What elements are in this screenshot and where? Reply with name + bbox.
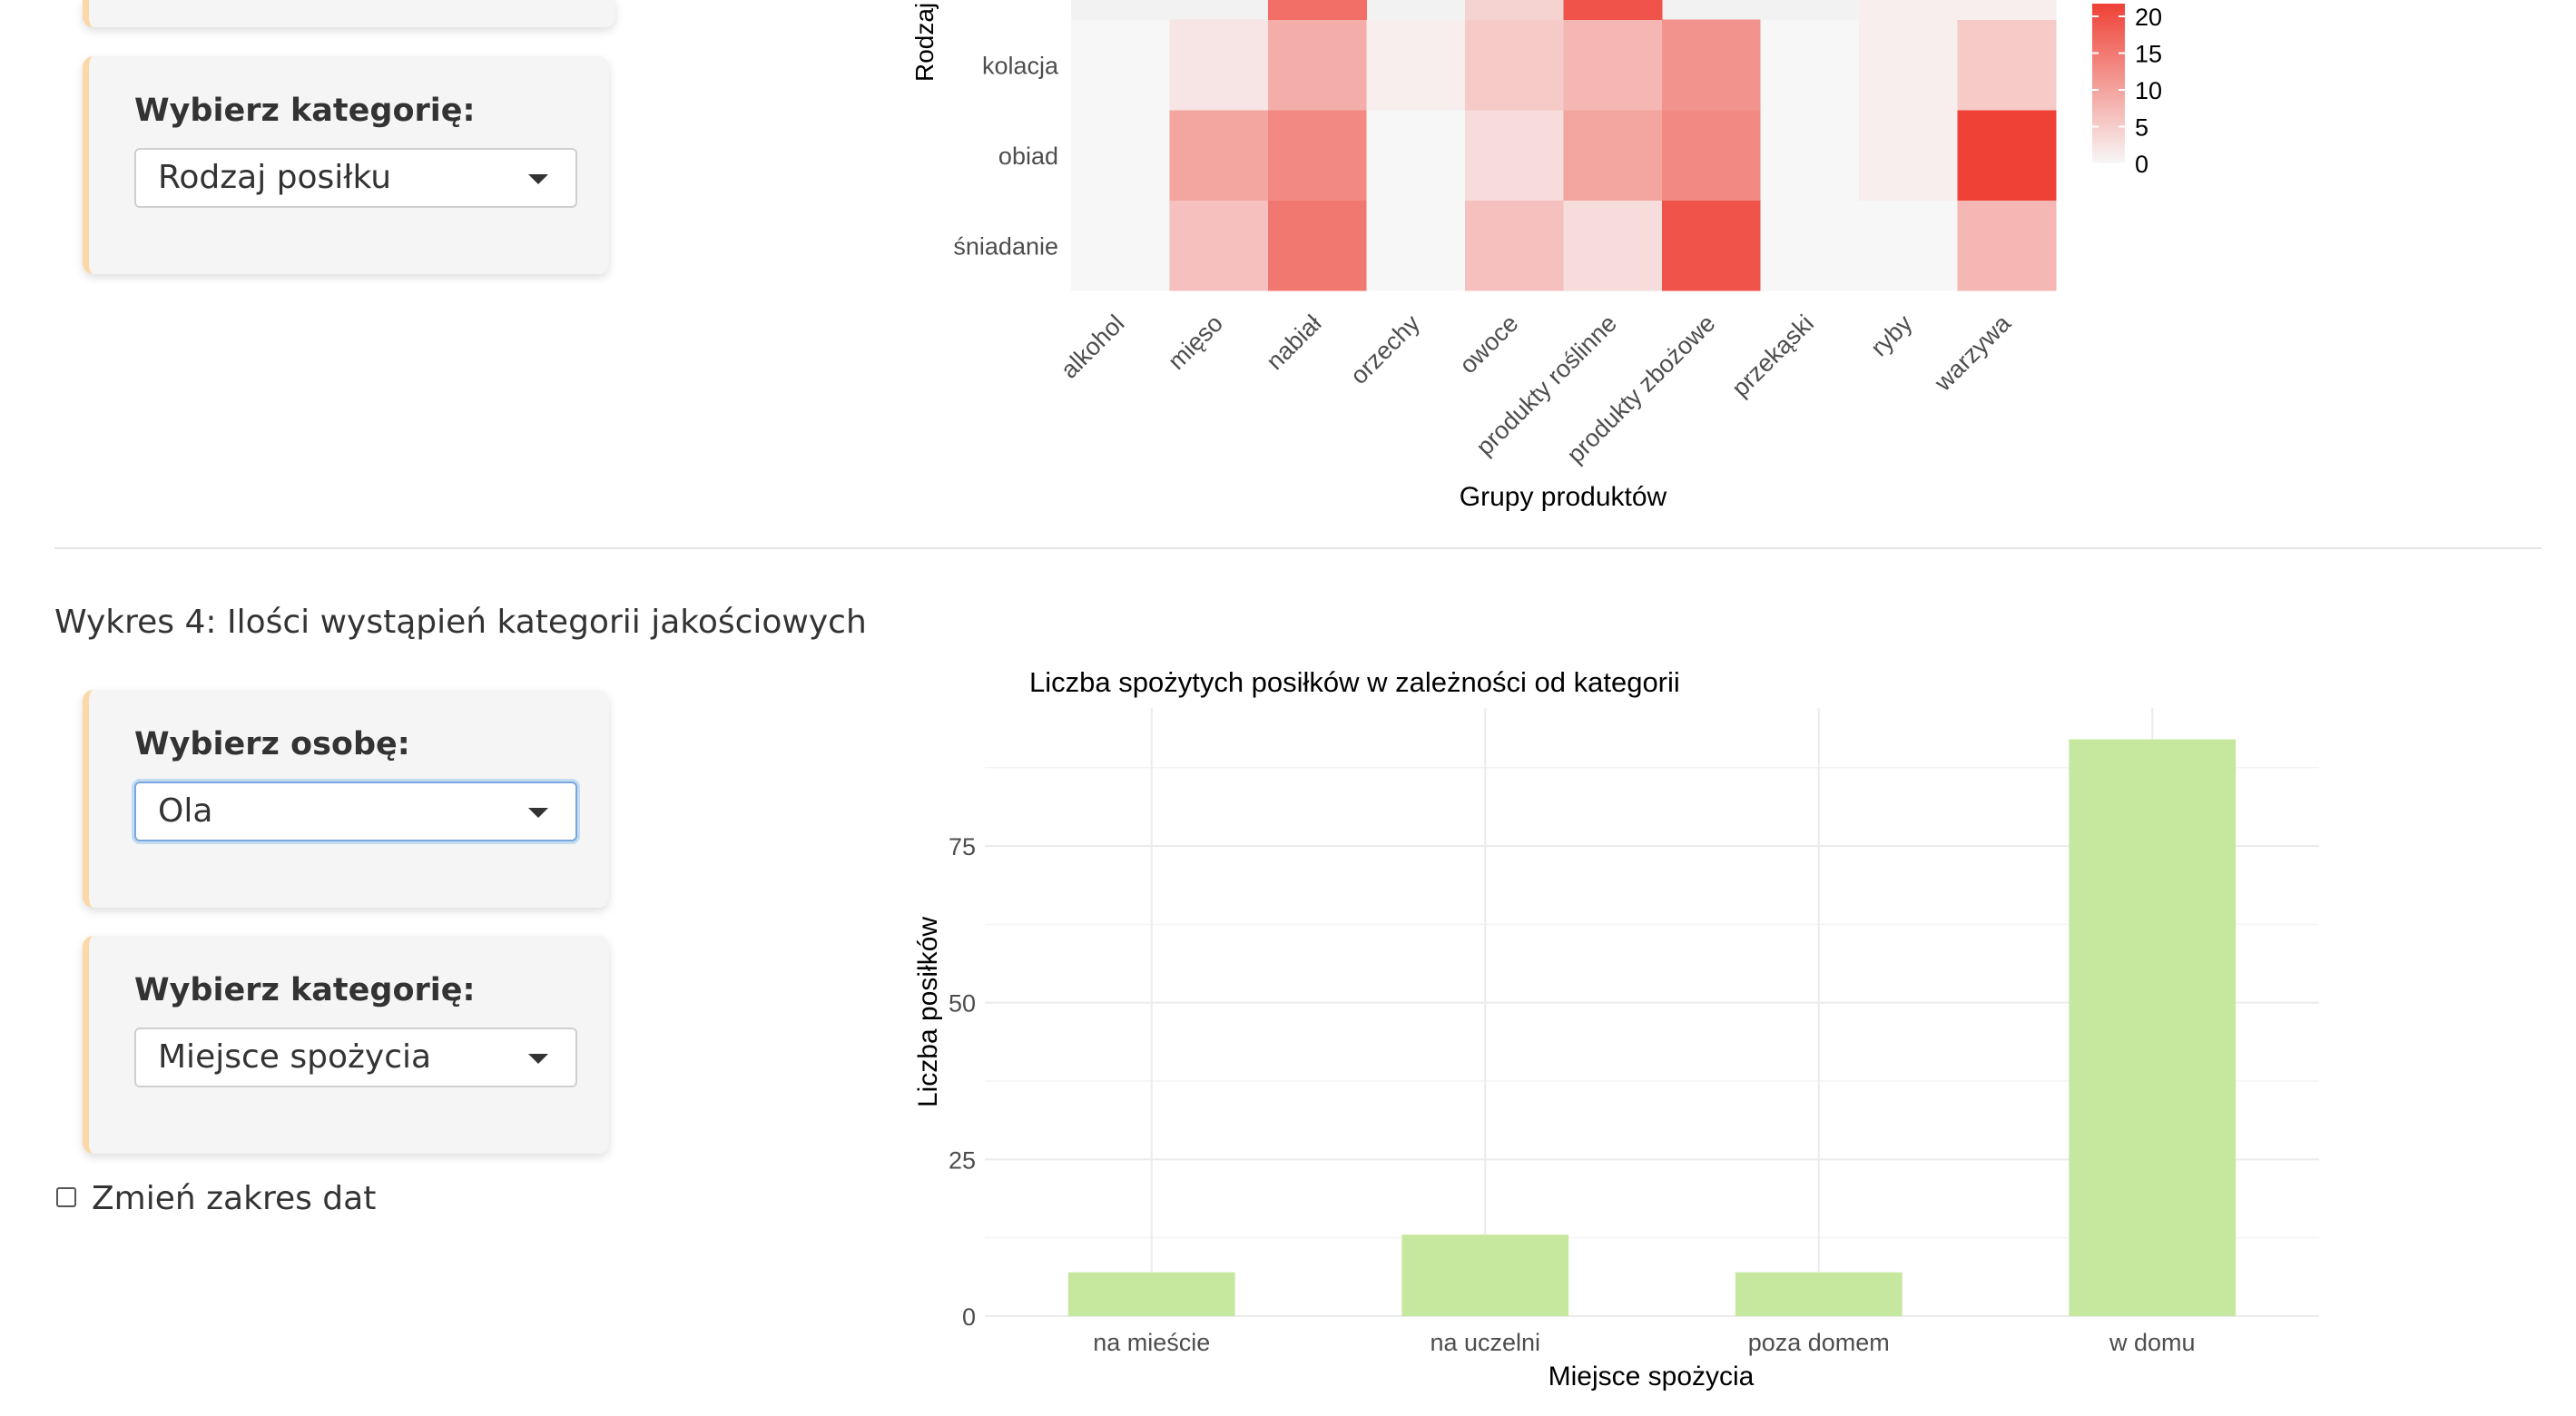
heatmap-legend-tick-label: 5 [2135, 114, 2148, 142]
heatmap-cell [1169, 200, 1269, 291]
heatmap-cell [1268, 200, 1367, 291]
heatmap-cell [1957, 110, 2057, 201]
heatmap-x-tick-label: przekąski [1726, 310, 1819, 402]
category-select[interactable]: Miejsce spożycia [134, 1028, 577, 1087]
person-label: Wybierz osobę: [134, 726, 410, 762]
heatmap-chart: śniadanie obiad kolacja alkohol mięso nabiał… [910, 0, 2162, 512]
heatmap-y-tick-label: kolacja [982, 52, 1059, 79]
heatmap-x-axis-label: Grupy produktów [1460, 482, 1667, 512]
bar [1067, 1272, 1235, 1316]
category-panel-top: Wybierz kategorię: Rodzaj posiłku [83, 56, 609, 274]
heatmap-cell [1957, 0, 2057, 20]
bar-chart-title: Liczba spożytych posiłków w zależności o… [1029, 666, 1680, 698]
heatmap-x-tick-label: alkohol [1056, 310, 1130, 384]
chevron-down-icon [528, 174, 548, 184]
heatmap-cell [1465, 0, 1564, 20]
heatmap-cell [1268, 110, 1367, 201]
heatmap-y-axis-label: Rodzaj posiłku [910, 0, 939, 82]
category-select[interactable]: Rodzaj posiłku [134, 148, 577, 208]
bar-y-tick-label: 75 [949, 833, 976, 860]
heatmap-x-tick-label: owoce [1454, 310, 1523, 379]
person-panel: Wybierz osobę: Ola [83, 690, 609, 908]
heatmap-cell [1465, 110, 1564, 201]
category-panel: Wybierz kategorię: Miejsce spożycia [83, 936, 609, 1154]
bar-y-tick-label: 25 [949, 1146, 976, 1174]
heatmap-cell [1366, 110, 1466, 201]
heatmap-x-tick-label: warzywa [1929, 309, 2017, 397]
heatmap-cell [1169, 19, 1269, 111]
heatmap-cell [1859, 110, 1958, 201]
heatmap-cell [1760, 110, 1860, 201]
heatmap-cell [1563, 110, 1663, 201]
bar-y-tick-label: 0 [962, 1303, 976, 1331]
section-divider [54, 547, 2542, 549]
person-select[interactable]: Ola [134, 782, 577, 841]
heatmap-cell [1563, 0, 1663, 20]
chevron-down-icon [528, 1054, 548, 1064]
heatmap-cell [1563, 19, 1663, 111]
date-range-checkbox-label[interactable]: Zmień zakres dat [92, 1180, 377, 1217]
input-panel-partial [83, 0, 615, 27]
heatmap-cell [1859, 19, 1958, 111]
heatmap-cell [1859, 200, 1958, 291]
heatmap-cell [1662, 19, 1761, 111]
heatmap-x-tick-label: orzechy [1345, 310, 1425, 389]
category-label: Wybierz kategorię: [134, 93, 476, 129]
heatmap-cell [1957, 200, 2057, 291]
bar-y-axis-label: Liczba posiłków [913, 917, 943, 1107]
heatmap-cell [1366, 200, 1466, 291]
bar-x-tick-label: w domu [2109, 1329, 2196, 1356]
heatmap-y-tick-label: obiad [998, 143, 1058, 170]
section-title: Wykres 4: Ilości wystąpień kategorii jak… [54, 604, 867, 641]
heatmap-x-tick-label: mięso [1163, 310, 1228, 375]
heatmap-cell [1366, 19, 1466, 111]
date-range-checkbox[interactable] [56, 1187, 76, 1207]
bar [1735, 1272, 1903, 1316]
heatmap-cell [1268, 19, 1367, 111]
heatmap-legend-tick-label: 15 [2135, 41, 2162, 68]
bar-x-tick-label: na mieście [1093, 1329, 1210, 1356]
heatmap-cell [1859, 0, 1958, 20]
bar-chart: 0 25 50 75 na mieście na uczelni poza domem w … [913, 666, 2319, 1391]
heatmap-cell [1071, 200, 1170, 291]
bar-x-tick-label: poza domem [1748, 1329, 1890, 1356]
bar-y-tick-label: 50 [949, 990, 976, 1018]
heatmap-cell [1957, 19, 2057, 111]
person-select-value: Ola [158, 792, 213, 830]
category-select-value: Rodzaj posiłku [158, 159, 392, 196]
chevron-down-icon [528, 808, 548, 818]
heatmap-cell [1465, 200, 1564, 291]
heatmap-cell [1071, 110, 1170, 201]
heatmap-legend-tick-label: 10 [2135, 77, 2162, 104]
heatmap-legend-tick-label: 0 [2135, 151, 2148, 178]
heatmap-y-tick-label: śniadanie [953, 232, 1058, 260]
heatmap-cell [1169, 110, 1269, 201]
heatmap-cell [1760, 19, 1860, 111]
heatmap-legend-colorbar [2092, 4, 2125, 163]
heatmap-cell [1662, 200, 1761, 291]
bar-x-tick-label: na uczelni [1430, 1329, 1540, 1356]
heatmap-x-tick-label: ryby [1865, 310, 1918, 362]
heatmap-legend-tick-label: 20 [2135, 4, 2162, 31]
heatmap-cell [1268, 0, 1367, 20]
heatmap-cell [1563, 200, 1663, 291]
heatmap-cell [1071, 19, 1170, 111]
category-label: Wybierz kategorię: [134, 972, 476, 1008]
bar [1401, 1234, 1569, 1316]
bar-x-axis-label: Miejsce spożycia [1549, 1362, 1755, 1391]
heatmap-cell [1662, 110, 1761, 201]
heatmap-cell [1465, 19, 1564, 111]
heatmap-cell [1760, 200, 1860, 291]
heatmap-x-tick-label: nabiał [1261, 310, 1326, 375]
bar [2069, 739, 2237, 1316]
category-select-value: Miejsce spożycia [158, 1038, 432, 1076]
